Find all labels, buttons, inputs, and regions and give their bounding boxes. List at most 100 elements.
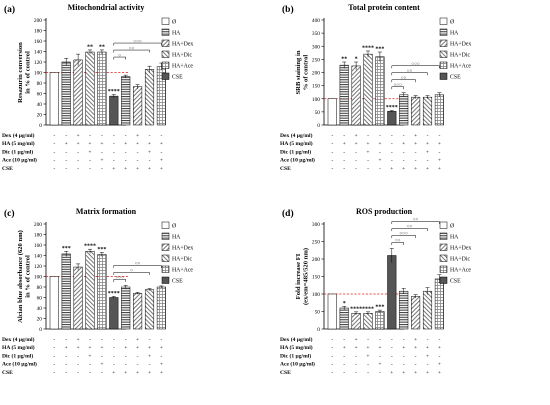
treatment-cell: -	[379, 166, 381, 172]
legend-label: HA	[172, 31, 181, 37]
treatment-cell: +	[426, 353, 429, 359]
treatment-cell: -	[379, 353, 381, 359]
treatment-cell: -	[355, 353, 357, 359]
treatment-cell: -	[101, 166, 103, 172]
treatment-cell: -	[403, 353, 405, 359]
treatment-cell: +	[112, 166, 115, 172]
y-tick-label: 250	[312, 240, 320, 246]
treatment-cell: -	[53, 337, 55, 343]
y-tick-label: 250	[312, 57, 320, 63]
significance-stars: **	[87, 44, 93, 50]
treatment-cell: -	[65, 337, 67, 343]
treatment-cell: +	[438, 345, 441, 351]
treatment-cell: -	[113, 353, 115, 359]
treatment-cell: -	[137, 353, 139, 359]
bar	[85, 251, 95, 330]
panel-title: ROS production	[356, 207, 413, 216]
treatment-cell: +	[100, 158, 103, 164]
treatment-cell: -	[331, 149, 333, 155]
y-axis-label: Resazurin conversionin % of control	[17, 42, 32, 103]
bracket-label: ○○	[129, 45, 135, 50]
legend-label: HA+Dex	[450, 246, 471, 252]
y-tick-label: 100	[312, 97, 320, 103]
y-tick-label: 350	[312, 31, 320, 37]
treatment-row-label: Dex (4 µg/ml)	[280, 132, 313, 139]
treatment-cell: +	[366, 353, 369, 359]
treatment-cell: +	[160, 158, 163, 164]
y-tick-label: 300	[312, 222, 320, 228]
treatment-cell: -	[355, 362, 357, 368]
significance-stars: ****	[362, 306, 374, 312]
bracket-label: ○○	[413, 217, 419, 222]
bar	[375, 311, 385, 330]
treatment-cell: -	[415, 149, 417, 155]
treatment-cell: +	[88, 353, 91, 359]
y-tick-label: 100	[312, 292, 320, 298]
treatment-cell: -	[101, 133, 103, 139]
treatment-cell: +	[160, 141, 163, 147]
treatment-cell: +	[426, 370, 429, 376]
legend-label: Ø	[450, 20, 454, 26]
legend-swatch	[439, 61, 448, 69]
treatment-cell: -	[53, 133, 55, 139]
treatment-cell: -	[403, 337, 405, 343]
treatment-cell: -	[113, 141, 115, 147]
panel-title: Mitochondrial activity	[68, 3, 145, 12]
treatment-cell: -	[53, 166, 55, 172]
treatment-cell: +	[77, 133, 80, 139]
significance-stars: ****	[108, 291, 120, 297]
treatment-cell: +	[77, 337, 80, 343]
bar	[97, 254, 107, 330]
treatment-cell: +	[148, 166, 151, 172]
treatment-cell: -	[331, 141, 333, 147]
bar	[387, 111, 397, 126]
treatment-cell: -	[343, 337, 345, 343]
legend-swatch	[439, 72, 448, 80]
legend-swatch	[439, 39, 448, 47]
y-tick-label: 200	[312, 257, 320, 263]
treatment-cell: -	[89, 133, 91, 139]
treatment-cell: -	[89, 166, 91, 172]
bar	[133, 86, 143, 126]
comparison-bracket	[391, 65, 440, 69]
treatment-cell: -	[125, 337, 127, 343]
treatment-row-label: Dex (4 µg/ml)	[280, 336, 313, 343]
legend-label: HA+Ace	[172, 268, 193, 274]
treatment-cell: +	[414, 345, 417, 351]
significance-stars: ***	[375, 47, 384, 53]
y-axis-label: Alcian blue absorbance (620 nm)in % of c…	[17, 230, 32, 323]
treatment-cell: -	[427, 133, 429, 139]
y-tick-label: 20	[37, 113, 43, 119]
treatment-cell: -	[137, 362, 139, 368]
y-tick-label: 160	[34, 243, 42, 249]
treatment-cell: -	[379, 370, 381, 376]
panel-label: (a)	[4, 4, 15, 15]
significance-stars: *	[355, 57, 358, 63]
treatment-cell: +	[124, 345, 127, 351]
treatment-cell: +	[414, 166, 417, 172]
y-tick-label: 0	[317, 123, 320, 129]
treatment-cell: -	[331, 362, 333, 368]
panel-label: (c)	[4, 208, 15, 219]
treatment-cell: -	[403, 158, 405, 164]
treatment-cell: +	[160, 362, 163, 368]
bar	[49, 276, 59, 330]
treatment-cell: -	[53, 345, 55, 351]
legend-swatch	[439, 254, 448, 262]
legend-swatch	[161, 28, 170, 36]
treatment-cell: -	[331, 166, 333, 172]
treatment-cell: -	[427, 337, 429, 343]
bracket-label: ○○	[135, 261, 141, 266]
bar	[73, 266, 83, 330]
treatment-cell: +	[112, 370, 115, 376]
treatment-cell: -	[53, 141, 55, 147]
panel-label: (d)	[282, 208, 294, 219]
treatment-cell: -	[65, 149, 67, 155]
bracket-label: ○○○	[394, 82, 403, 87]
treatment-cell: +	[378, 345, 381, 351]
legend-label: HA+Ace	[450, 64, 471, 70]
treatment-cell: -	[125, 149, 127, 155]
bar	[144, 289, 155, 330]
treatment-cell: +	[402, 166, 405, 172]
y-axis-label: SRB staining in% of control	[295, 50, 310, 94]
